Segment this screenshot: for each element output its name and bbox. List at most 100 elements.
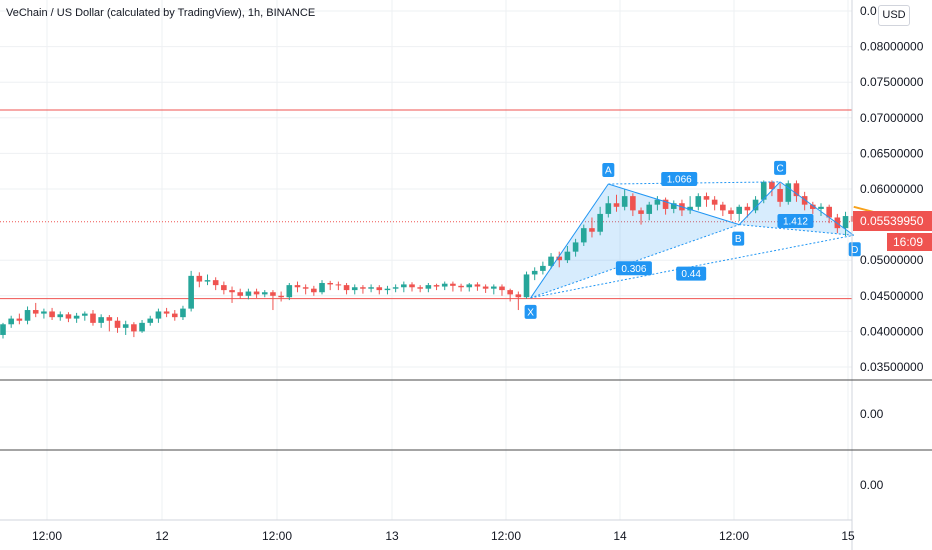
candle[interactable] — [564, 245, 571, 264]
candle[interactable] — [171, 310, 178, 321]
candle[interactable] — [720, 201, 726, 217]
candle[interactable] — [728, 207, 734, 221]
candle[interactable] — [818, 203, 824, 217]
candle[interactable] — [204, 274, 211, 286]
candle[interactable] — [441, 281, 448, 291]
candle[interactable] — [589, 217, 595, 238]
candle[interactable] — [0, 322, 6, 339]
candle[interactable] — [73, 312, 80, 323]
candle[interactable] — [376, 285, 383, 295]
candle[interactable] — [49, 307, 55, 321]
candle[interactable] — [343, 282, 350, 295]
candle[interactable] — [327, 280, 333, 291]
candle[interactable] — [711, 196, 718, 211]
candle[interactable] — [335, 281, 342, 291]
candle[interactable] — [163, 307, 170, 318]
candle[interactable] — [638, 207, 644, 225]
candle[interactable] — [237, 288, 244, 299]
candle[interactable] — [106, 315, 113, 332]
candle[interactable] — [523, 271, 530, 299]
candle[interactable] — [401, 281, 407, 293]
candle[interactable] — [662, 197, 669, 215]
candle[interactable] — [810, 201, 816, 214]
candle[interactable] — [417, 285, 423, 293]
candle[interactable] — [826, 204, 832, 224]
candle[interactable] — [736, 204, 742, 222]
candle[interactable] — [540, 261, 546, 275]
candle[interactable] — [482, 284, 489, 293]
candle[interactable] — [515, 291, 522, 311]
candle[interactable] — [491, 284, 497, 295]
candle[interactable] — [474, 282, 481, 291]
candle[interactable] — [253, 288, 260, 298]
candle[interactable] — [180, 305, 186, 321]
candle[interactable] — [654, 196, 661, 211]
price-axis[interactable]: 0.0 0.08000000 0.07500000 0.07000000 0.06500… — [860, 4, 924, 374]
candle[interactable] — [670, 200, 677, 214]
candle[interactable] — [409, 282, 415, 292]
candle[interactable] — [57, 311, 64, 321]
candle[interactable] — [221, 281, 227, 295]
candle[interactable] — [278, 291, 284, 302]
candle[interactable] — [360, 285, 366, 294]
candle[interactable] — [245, 288, 252, 300]
candle[interactable] — [646, 201, 653, 221]
candles[interactable] — [0, 180, 857, 339]
candle[interactable] — [302, 284, 309, 295]
candle[interactable] — [139, 320, 145, 333]
candle[interactable] — [41, 308, 47, 319]
candle[interactable] — [32, 302, 39, 318]
candle[interactable] — [752, 196, 759, 214]
candle[interactable] — [613, 194, 620, 212]
currency-button[interactable]: USD — [878, 5, 910, 26]
candle[interactable] — [392, 284, 399, 293]
candle[interactable] — [531, 267, 538, 281]
candle[interactable] — [16, 313, 23, 325]
candle[interactable] — [630, 193, 636, 217]
candle[interactable] — [261, 290, 268, 298]
candle[interactable] — [368, 284, 374, 293]
candle[interactable] — [785, 180, 792, 205]
candle[interactable] — [572, 238, 579, 257]
candle[interactable] — [188, 270, 194, 312]
candle[interactable] — [703, 192, 710, 207]
candle[interactable] — [597, 206, 603, 236]
candle[interactable] — [621, 189, 628, 211]
candle[interactable] — [605, 196, 612, 218]
candle[interactable] — [842, 211, 849, 236]
candle[interactable] — [466, 282, 473, 292]
candle[interactable] — [556, 251, 563, 268]
candle[interactable] — [147, 315, 154, 326]
candle[interactable] — [687, 196, 693, 214]
candle[interactable] — [131, 322, 137, 338]
candle[interactable] — [450, 281, 456, 292]
candle[interactable] — [286, 282, 293, 301]
candle[interactable] — [212, 277, 219, 291]
candle[interactable] — [8, 315, 14, 328]
candle[interactable] — [98, 314, 104, 328]
candle[interactable] — [425, 282, 432, 293]
candle[interactable] — [433, 283, 440, 291]
candle[interactable] — [196, 272, 203, 288]
candle[interactable] — [580, 224, 587, 246]
candle[interactable] — [777, 183, 783, 207]
candle[interactable] — [155, 308, 162, 323]
candle[interactable] — [65, 312, 72, 323]
time-axis[interactable]: 12:00 12 12:00 13 12:00 14 12:00 15 — [32, 529, 855, 543]
candle[interactable] — [82, 311, 88, 321]
candle[interactable] — [499, 284, 505, 296]
candle[interactable] — [294, 281, 301, 293]
candle[interactable] — [769, 180, 775, 197]
candle[interactable] — [695, 193, 702, 211]
candle[interactable] — [90, 310, 96, 326]
candle[interactable] — [319, 280, 325, 295]
candle[interactable] — [311, 285, 317, 296]
candle[interactable] — [351, 284, 358, 295]
candle[interactable] — [114, 317, 121, 333]
candle[interactable] — [270, 290, 276, 311]
candle[interactable] — [384, 285, 391, 295]
candle[interactable] — [548, 253, 554, 269]
candle[interactable] — [744, 203, 751, 218]
candle[interactable] — [122, 320, 129, 335]
